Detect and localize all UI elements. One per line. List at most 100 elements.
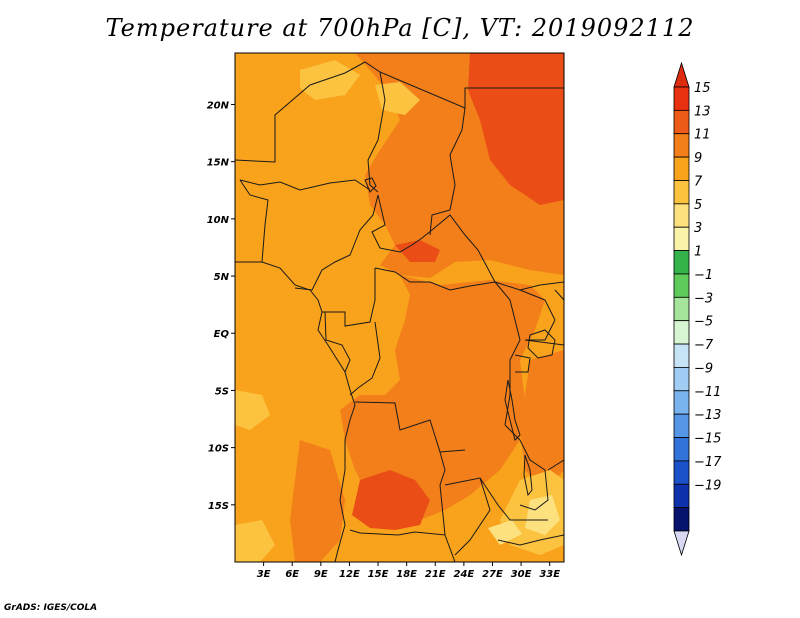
colorbar-label: −13 bbox=[694, 408, 721, 423]
colorbar-segment bbox=[673, 273, 690, 298]
colorbar-bottom-tip bbox=[673, 530, 690, 557]
colorbar-label: 15 bbox=[694, 81, 711, 96]
border-zambia bbox=[444, 477, 548, 521]
border-angola-zambia bbox=[349, 451, 446, 536]
country-borders bbox=[235, 61, 564, 562]
border-kenya bbox=[554, 289, 564, 301]
colorbar-segment bbox=[673, 203, 690, 228]
colorbar-segment bbox=[673, 507, 690, 532]
colorbar-label: −9 bbox=[694, 361, 713, 376]
coastline-gabon-angola bbox=[317, 311, 356, 562]
field-light-sahara bbox=[300, 60, 360, 100]
lon-label: 12E bbox=[339, 569, 360, 580]
border-niger-chad bbox=[367, 71, 386, 193]
lat-label: EQ bbox=[214, 329, 230, 340]
border-car-sudan bbox=[431, 214, 496, 283]
colorbar-segment bbox=[673, 133, 690, 158]
colorbar-segment bbox=[673, 390, 690, 415]
colorbar-label: 9 bbox=[694, 151, 702, 166]
border-car-drc bbox=[374, 267, 496, 291]
field-light-coast bbox=[235, 390, 270, 430]
grads-credit: GrADS: IGES/COLA bbox=[4, 603, 98, 613]
border-libya-chad bbox=[379, 71, 564, 109]
lake-victoria bbox=[527, 329, 556, 359]
border-chad-sudan bbox=[429, 107, 466, 236]
field-warm-east bbox=[520, 350, 564, 490]
colorbar-label: 7 bbox=[694, 174, 703, 189]
lon-label: 15E bbox=[368, 569, 389, 580]
border-tanzania bbox=[524, 339, 564, 346]
plot-frame bbox=[234, 52, 565, 563]
border-southeast bbox=[497, 534, 564, 546]
border-benin bbox=[239, 179, 269, 263]
colorbar-label: −15 bbox=[694, 432, 721, 447]
colorbar-segment bbox=[673, 437, 690, 462]
lat-label: 20N bbox=[207, 100, 230, 111]
lon-label: 27E bbox=[482, 569, 503, 580]
lon-label: 33E bbox=[539, 569, 560, 580]
colorbar-segment bbox=[673, 320, 690, 345]
colorbar-segment bbox=[673, 156, 690, 181]
lat-label: 10S bbox=[208, 444, 229, 455]
coastline-west-africa bbox=[235, 261, 323, 313]
colorbar-label: −19 bbox=[694, 478, 721, 493]
border-rwanda bbox=[514, 354, 531, 373]
lat-label: 15S bbox=[208, 501, 229, 512]
colorbar-label: 13 bbox=[694, 104, 711, 119]
colorbar-label: −17 bbox=[694, 455, 722, 470]
border-drc-angola bbox=[354, 401, 466, 453]
lon-label: 24E bbox=[453, 569, 474, 580]
lon-label: 18E bbox=[396, 569, 417, 580]
border-southsudan bbox=[494, 281, 564, 291]
lon-label: 30E bbox=[511, 569, 532, 580]
colorbar-label: 1 bbox=[694, 245, 702, 260]
lat-label: 10N bbox=[207, 215, 230, 226]
colorbar-label: 3 bbox=[694, 221, 702, 236]
border-mozambique bbox=[547, 459, 564, 471]
colorbar-segment bbox=[673, 86, 690, 111]
colorbar-segment bbox=[673, 413, 690, 438]
field-light-west bbox=[235, 520, 275, 562]
colorbar-label: 5 bbox=[694, 198, 702, 213]
border-gabon bbox=[324, 311, 351, 373]
colorbar-segment bbox=[673, 226, 690, 251]
colorbar-label: 11 bbox=[694, 128, 711, 143]
colorbar-segment bbox=[673, 460, 690, 485]
colorbar-top-tip bbox=[673, 61, 690, 88]
border-cameroon-congo bbox=[322, 268, 376, 327]
lake-tanganyika bbox=[504, 379, 521, 441]
border-malawi bbox=[504, 424, 549, 511]
chart-title: Temperature at 700hPa [C], VT: 201909211… bbox=[105, 14, 695, 42]
field-pale-southeast bbox=[525, 495, 560, 535]
colorbar-segment bbox=[673, 367, 690, 392]
temperature-field bbox=[235, 53, 564, 562]
colorbar-segment bbox=[673, 483, 690, 509]
colorbar-label: −5 bbox=[694, 315, 713, 330]
colorbar-segment bbox=[673, 180, 690, 205]
border-drc-east bbox=[494, 281, 521, 426]
colorbar-label: −11 bbox=[694, 385, 721, 400]
border-nigeria-niger bbox=[239, 179, 371, 191]
lon-label: 6E bbox=[285, 569, 299, 580]
colorbar-label: −7 bbox=[694, 338, 714, 353]
border-algeria-niger bbox=[235, 61, 381, 163]
colorbar-segment bbox=[673, 109, 690, 135]
colorbar-label: −1 bbox=[694, 268, 713, 283]
lat-label: 5N bbox=[214, 272, 230, 283]
field-warm-central bbox=[340, 275, 545, 520]
border-uganda bbox=[519, 289, 556, 341]
colorbar-segment bbox=[673, 250, 690, 275]
field-hot-sahel bbox=[395, 240, 440, 262]
colorbar-label: −3 bbox=[694, 291, 713, 306]
lat-label: 5S bbox=[215, 386, 229, 397]
latitude-axis: 20N 15N 10N 5N EQ 5S 10S 15S bbox=[207, 100, 235, 512]
lake-malawi bbox=[523, 454, 533, 497]
field-light-north bbox=[375, 82, 420, 115]
border-cameroon-chad bbox=[371, 194, 433, 253]
border-zimbabwe bbox=[454, 477, 491, 556]
lon-label: 21E bbox=[425, 569, 446, 580]
longitude-axis: 3E 6E 9E 12E 15E 18E 21E 24E 27E 30E 33E bbox=[257, 562, 560, 580]
field-warm-southwest bbox=[290, 440, 345, 562]
field-hot-south bbox=[352, 470, 430, 530]
